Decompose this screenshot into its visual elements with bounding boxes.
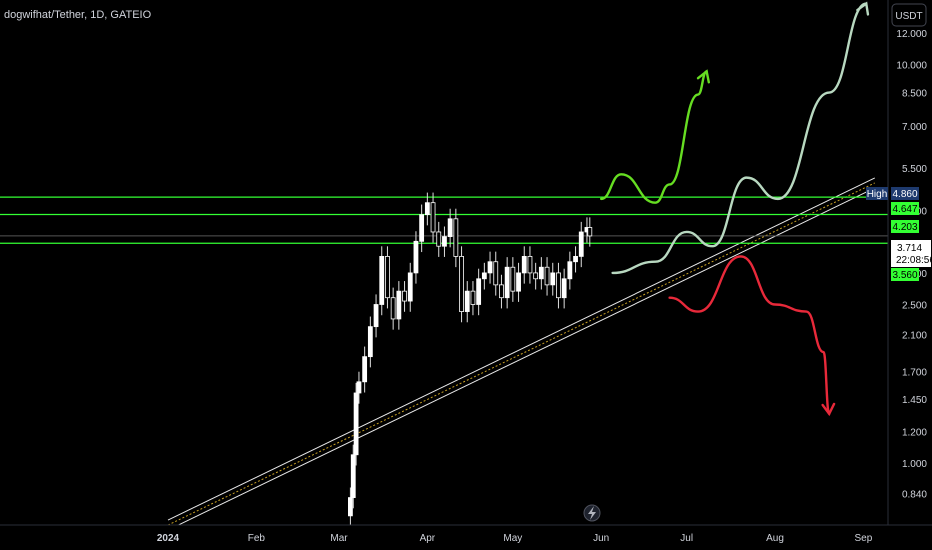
candle-body	[504, 266, 510, 299]
candle-body	[476, 278, 482, 305]
current-price-tag: 3.714 22:08:56	[891, 240, 932, 267]
candle-body	[521, 256, 527, 274]
symbol-title: dogwifhat/Tether, 1D, GATEIO	[4, 9, 152, 21]
y-tick-label: 10.000	[896, 60, 927, 71]
candle-body	[367, 326, 373, 358]
candle-body	[538, 266, 544, 280]
currency-button-label: USDT	[895, 11, 922, 22]
candle-body	[493, 261, 499, 286]
level-3-tag: 3.560	[891, 268, 919, 281]
candle-body	[544, 266, 550, 286]
scenario-paths	[600, 1, 870, 417]
x-tick-label: Sep	[855, 533, 873, 544]
candle-body	[556, 272, 561, 299]
candle-body	[407, 272, 413, 302]
candle-body	[578, 231, 584, 257]
candle-body	[413, 240, 419, 274]
candle-body	[453, 218, 459, 257]
x-tick-label: Jun	[593, 533, 609, 544]
candle-body	[424, 202, 430, 216]
candle-body	[587, 227, 593, 237]
y-tick-label: 7.000	[902, 122, 927, 133]
candlestick-series	[347, 192, 593, 527]
x-tick-label: Mar	[330, 533, 348, 544]
high-tag-label: High	[867, 189, 888, 200]
candle-body	[516, 272, 521, 292]
candle-body	[561, 278, 567, 299]
lightning-icon[interactable]	[583, 504, 601, 522]
trendline-channel	[167, 177, 876, 531]
candle-body	[353, 392, 359, 456]
candle-body	[550, 272, 556, 286]
level-2-tag: 4.203	[891, 220, 919, 233]
candle-body	[487, 261, 493, 274]
level-1-tag: 4.647	[891, 202, 919, 215]
currency-button[interactable]: USDT	[891, 3, 927, 27]
y-tick-label: 2.500	[902, 300, 927, 311]
candle-body	[527, 256, 533, 274]
candle-body	[390, 297, 396, 320]
candle-body	[481, 272, 487, 280]
y-tick-label: 1.200	[902, 428, 927, 439]
candle-body	[379, 256, 385, 305]
neutral-scenario-path	[611, 2, 868, 275]
high-value: 4.860	[892, 189, 917, 200]
candle-body	[464, 290, 470, 312]
candle-body	[567, 261, 573, 280]
level-1-value: 4.647	[892, 204, 917, 215]
candle-body	[419, 214, 425, 242]
y-tick-label: 1.450	[902, 395, 927, 406]
trendline-upper	[167, 177, 876, 521]
candle-body	[436, 231, 442, 247]
y-tick-label: 12.000	[896, 29, 927, 40]
x-tick-label: May	[503, 533, 522, 544]
trendline-mid	[167, 182, 876, 526]
candle-body	[430, 202, 436, 233]
candle-body	[499, 284, 504, 299]
current-price-value: 3.714	[897, 243, 922, 254]
y-tick-label: 2.100	[902, 331, 927, 342]
x-tick-label: Jul	[680, 533, 693, 544]
candle-body	[356, 381, 362, 394]
level-3-value: 3.560	[892, 270, 917, 281]
candle-body	[573, 256, 578, 263]
bull-scenario-arrowhead	[696, 69, 710, 84]
candle-body	[350, 454, 356, 498]
candle-body	[402, 290, 407, 302]
x-tick-label: 2024	[157, 533, 180, 544]
candle-body	[447, 218, 453, 237]
y-tick-label: 8.500	[902, 89, 927, 100]
candle-body	[396, 290, 402, 320]
bear-scenario-path	[668, 255, 831, 416]
candle-body	[362, 356, 368, 383]
candle-body	[533, 272, 539, 280]
bear-scenario-arrowhead	[821, 402, 836, 417]
candle-body	[459, 256, 464, 312]
x-tick-label: Feb	[248, 533, 266, 544]
y-tick-label: 5.500	[902, 164, 927, 175]
candle-body	[510, 266, 516, 292]
y-tick-label: 1.000	[902, 459, 927, 470]
level-2-value: 4.203	[892, 222, 917, 233]
y-tick-label: 0.840	[902, 489, 927, 500]
x-tick-label: Apr	[420, 533, 436, 544]
trendline-lower	[167, 187, 876, 531]
candle-body	[385, 256, 390, 299]
candle-body	[470, 290, 476, 305]
candle-body	[373, 304, 379, 328]
y-tick-label: 1.700	[902, 367, 927, 378]
candle-body	[442, 236, 447, 247]
x-tick-label: Aug	[766, 533, 784, 544]
time-axis-ticks: 2024 Feb Mar Apr May Jun Jul Aug Sep	[157, 533, 873, 544]
time-axis[interactable]	[0, 525, 932, 550]
candle-body	[347, 497, 353, 517]
candle-countdown: 22:08:56	[896, 255, 932, 266]
high-tag: High 4.860	[866, 187, 919, 200]
neutral-scenario-arrowhead	[856, 1, 870, 16]
bull-scenario-path	[600, 70, 708, 204]
